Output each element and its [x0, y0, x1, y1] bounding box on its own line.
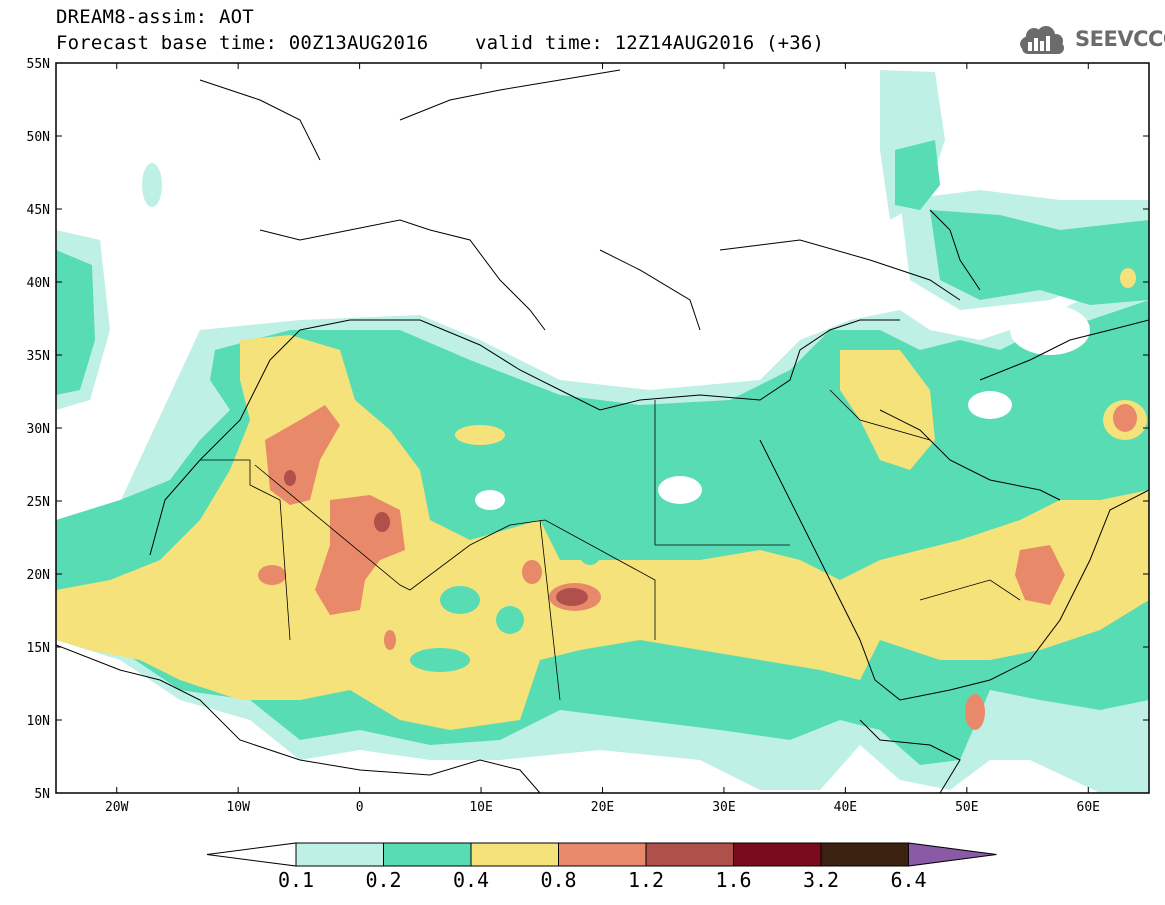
- lon-label: 10W: [226, 800, 250, 815]
- colorbar-level-label: 6.4: [890, 868, 927, 892]
- logo-text: SEEVCCC: [1075, 27, 1165, 51]
- lat-label: 30N: [27, 422, 50, 437]
- lat-label: 40N: [27, 276, 50, 291]
- lat-label: 35N: [27, 349, 50, 364]
- lon-label: 20E: [591, 800, 614, 815]
- colorbar-swatch: [733, 842, 822, 867]
- lon-label: 40E: [834, 800, 857, 815]
- lon-label: 10E: [469, 800, 492, 815]
- lat-label: 10N: [27, 714, 50, 729]
- logo: [1020, 26, 1064, 54]
- map-title: DREAM8-assim: AOT: [56, 6, 254, 28]
- lat-label: 5N: [34, 787, 50, 802]
- lon-label: 0: [356, 800, 364, 815]
- colorbar-swatch: [820, 842, 909, 867]
- lon-label: 60E: [1077, 800, 1100, 815]
- colorbar-level-label: 0.8: [540, 868, 577, 892]
- lat-label: 45N: [27, 203, 50, 218]
- colorbar-swatch: [295, 842, 384, 867]
- colorbar-level-label: 0.1: [277, 868, 315, 892]
- lon-label: 20W: [105, 800, 129, 815]
- colorbar-swatch: [645, 842, 734, 867]
- colorbar-level-label: 3.2: [802, 868, 840, 892]
- colorbar-level-label: 1.2: [627, 868, 665, 892]
- colorbar-swatch: [383, 842, 472, 867]
- map-subtitle: Forecast base time: 00Z13AUG2016 valid t…: [56, 32, 825, 54]
- lat-label: 15N: [27, 641, 50, 656]
- colorbar-low-arrow: [206, 842, 297, 867]
- lon-label: 30E: [712, 800, 735, 815]
- colorbar-level-label: 1.6: [715, 868, 752, 892]
- lat-label: 20N: [27, 568, 50, 583]
- colorbar-high-arrow: [908, 842, 997, 867]
- lat-label: 55N: [27, 57, 50, 72]
- colorbar-swatch: [558, 842, 647, 867]
- colorbar-level-label: 0.2: [365, 868, 402, 892]
- lat-label: 50N: [27, 130, 50, 145]
- colorbar-swatch: [470, 842, 559, 867]
- map-frame: [55, 62, 1150, 794]
- lat-label: 25N: [27, 495, 50, 510]
- colorbar-level-label: 0.4: [452, 868, 490, 892]
- lon-label: 50E: [955, 800, 978, 815]
